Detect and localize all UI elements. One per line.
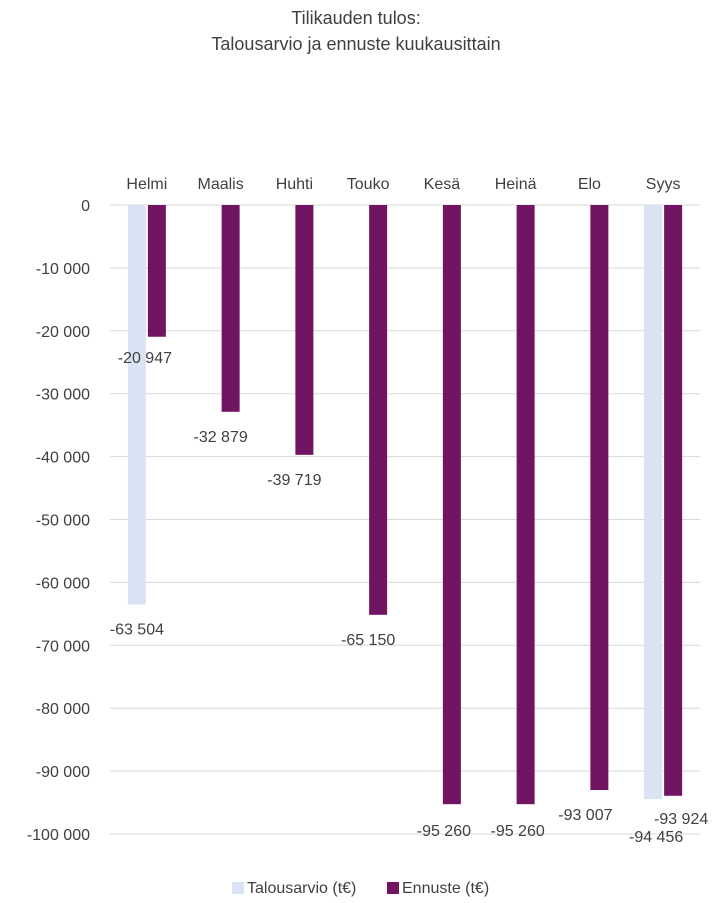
category-label: Syys bbox=[646, 176, 681, 193]
legend-swatch-ennuste bbox=[387, 882, 399, 894]
legend-swatch-talousarvio bbox=[232, 882, 244, 894]
y-tick-label: -80 000 bbox=[36, 701, 90, 718]
bar-ennuste bbox=[221, 205, 240, 412]
bar-ennuste bbox=[295, 205, 314, 455]
data-label-talousarvio: -94 456 bbox=[629, 829, 683, 846]
data-label-ennuste: -65 150 bbox=[341, 632, 395, 649]
bar-ennuste bbox=[590, 205, 609, 791]
y-tick-label: -10 000 bbox=[36, 261, 90, 278]
y-tick-label: -40 000 bbox=[36, 450, 90, 467]
x-axis: Helmi Maalis Huhti Touko Kesä Heinä Elo Syys bbox=[126, 176, 680, 193]
category-label: Touko bbox=[347, 176, 390, 193]
data-label-ennuste: -20 947 bbox=[118, 350, 172, 367]
category-label: Kesä bbox=[424, 176, 461, 193]
y-tick-label: -100 000 bbox=[27, 827, 90, 844]
data-labels: -63 504 -20 947 -32 879 -39 719 -65 150 -95 2… bbox=[110, 350, 709, 846]
data-label-ennuste: -93 007 bbox=[558, 807, 612, 824]
y-tick-label: -70 000 bbox=[36, 638, 90, 655]
bar-talousarvio bbox=[644, 205, 663, 800]
bar-ennuste bbox=[664, 205, 683, 796]
legend-label-ennuste: Ennuste (t€) bbox=[402, 880, 489, 897]
category-label: Heinä bbox=[495, 176, 537, 193]
legend-label-talousarvio: Talousarvio (t€) bbox=[247, 880, 356, 897]
bar-talousarvio bbox=[127, 205, 146, 605]
bars bbox=[127, 205, 683, 805]
bar-ennuste bbox=[147, 205, 166, 337]
data-label-ennuste: -95 260 bbox=[490, 823, 544, 840]
y-axis: 0 -10 000 -20 000 -30 000 -40 000 -50 000 -60 … bbox=[27, 198, 90, 844]
bar-ennuste bbox=[442, 205, 461, 805]
data-label-ennuste: -93 924 bbox=[654, 811, 708, 828]
category-label: Maalis bbox=[198, 176, 244, 193]
gridlines bbox=[110, 204, 700, 835]
y-tick-label: -90 000 bbox=[36, 764, 90, 781]
y-tick-label: -20 000 bbox=[36, 324, 90, 341]
category-label: Huhti bbox=[276, 176, 313, 193]
y-tick-label: -50 000 bbox=[36, 513, 90, 530]
bar-ennuste bbox=[369, 205, 388, 615]
data-label-talousarvio: -63 504 bbox=[110, 621, 164, 638]
data-label-ennuste: -39 719 bbox=[267, 472, 321, 489]
data-label-ennuste: -32 879 bbox=[193, 429, 247, 446]
data-label-ennuste: -95 260 bbox=[417, 823, 471, 840]
bar-ennuste bbox=[516, 205, 535, 805]
legend: Talousarvio (t€) Ennuste (t€) bbox=[232, 880, 489, 897]
chart-title: Tilikauden tulos: bbox=[291, 8, 420, 28]
chart-subtitle: Talousarvio ja ennuste kuukausittain bbox=[211, 34, 500, 54]
category-label: Helmi bbox=[126, 176, 167, 193]
y-tick-label: -60 000 bbox=[36, 575, 90, 592]
category-label: Elo bbox=[578, 176, 601, 193]
y-tick-label: 0 bbox=[81, 198, 90, 215]
y-tick-label: -30 000 bbox=[36, 387, 90, 404]
